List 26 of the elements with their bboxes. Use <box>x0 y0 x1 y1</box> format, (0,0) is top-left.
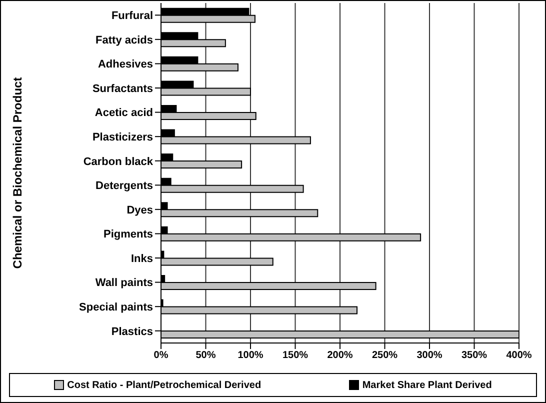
y-tick-label: Plasticizers <box>92 131 153 144</box>
x-tick-label: 100% <box>238 350 264 362</box>
y-tick-label: Detergents <box>96 180 153 192</box>
y-tick-label: Adhesives <box>98 58 153 71</box>
y-tick-label: Fatty acids <box>96 34 153 46</box>
y-tick-label: Dyes <box>126 204 153 216</box>
y-tick-label: Plastics <box>111 326 153 338</box>
x-tick-label: 300% <box>416 350 442 362</box>
legend-label: Cost Ratio - Plant/Petrochemical Derived <box>66 380 262 390</box>
x-tick-label: 200% <box>327 350 353 362</box>
x-tick-label: 50% <box>196 350 216 362</box>
y-tick-label: Furfural <box>111 10 153 22</box>
legend-label: Market Share Plant Derived <box>361 380 492 390</box>
x-tick-label: 0% <box>154 350 168 362</box>
y-tick-label: Pigments <box>103 228 153 241</box>
y-tick-label: Wall paints <box>95 277 153 290</box>
y-tick-label: Acetic acid <box>94 107 153 120</box>
x-tick-label: 400% <box>506 350 532 362</box>
x-tick-label: 150% <box>282 350 308 362</box>
y-tick-label: Carbon black <box>83 156 154 168</box>
x-tick-label: 350% <box>461 350 488 362</box>
y-tick-label: Inks <box>130 252 153 265</box>
y-tick-label: Surfactants <box>92 82 153 95</box>
y-axis-title: Chemical or Biochemical Product <box>10 77 24 269</box>
x-tick-label: 250% <box>372 350 398 362</box>
y-tick-label: Special paints <box>79 301 153 314</box>
